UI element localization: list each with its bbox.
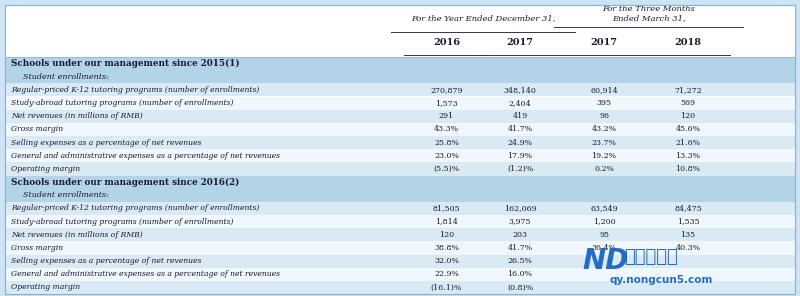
Bar bbox=[5, 215, 795, 228]
Text: General and administrative expenses as a percentage of net revenues: General and administrative expenses as a… bbox=[11, 270, 280, 278]
Text: Regular-priced K-12 tutoring programs (number of enrollments): Regular-priced K-12 tutoring programs (n… bbox=[11, 205, 259, 213]
Text: 96: 96 bbox=[599, 112, 609, 120]
Text: 3,975: 3,975 bbox=[509, 218, 531, 226]
Text: 38.8%: 38.8% bbox=[434, 244, 459, 252]
Text: 25.8%: 25.8% bbox=[434, 139, 459, 147]
Text: 41.7%: 41.7% bbox=[507, 126, 533, 133]
Text: Selling expenses as a percentage of net revenues: Selling expenses as a percentage of net … bbox=[11, 257, 202, 265]
Text: 41.7%: 41.7% bbox=[507, 244, 533, 252]
Text: Schools under our management since 2015(1): Schools under our management since 2015(… bbox=[11, 59, 240, 68]
Bar bbox=[5, 162, 795, 176]
Text: Study-abroad tutoring programs (number of enrollments): Study-abroad tutoring programs (number o… bbox=[11, 218, 234, 226]
Text: 569: 569 bbox=[681, 99, 695, 107]
Bar bbox=[5, 123, 795, 136]
Bar bbox=[5, 202, 795, 215]
Text: 60,914: 60,914 bbox=[590, 86, 618, 94]
Text: Regular-priced K-12 tutoring programs (number of enrollments): Regular-priced K-12 tutoring programs (n… bbox=[11, 86, 259, 94]
Text: 21.6%: 21.6% bbox=[675, 139, 701, 147]
Text: 135: 135 bbox=[681, 231, 695, 239]
Text: 10.8%: 10.8% bbox=[675, 165, 701, 173]
Bar bbox=[5, 83, 795, 96]
Text: 16.0%: 16.0% bbox=[507, 270, 533, 278]
Text: 0.2%: 0.2% bbox=[594, 165, 614, 173]
Text: 2017: 2017 bbox=[506, 38, 534, 47]
Text: qy.nongcun5.com: qy.nongcun5.com bbox=[610, 275, 714, 285]
Text: 43.2%: 43.2% bbox=[591, 126, 617, 133]
Text: 419: 419 bbox=[512, 112, 528, 120]
Text: 23.0%: 23.0% bbox=[434, 152, 459, 160]
Text: 2,404: 2,404 bbox=[509, 99, 531, 107]
Text: 农企新闻网: 农企新闻网 bbox=[624, 248, 678, 266]
Text: 45.6%: 45.6% bbox=[675, 126, 701, 133]
Text: Student enrollments:: Student enrollments: bbox=[23, 73, 109, 81]
Text: Gross margin: Gross margin bbox=[11, 244, 63, 252]
Text: 17.9%: 17.9% bbox=[507, 152, 533, 160]
Text: Operating margin: Operating margin bbox=[11, 165, 80, 173]
Text: (16.1)%: (16.1)% bbox=[430, 283, 462, 292]
Text: Schools under our management since 2016(2): Schools under our management since 2016(… bbox=[11, 178, 239, 187]
Text: 120: 120 bbox=[681, 112, 695, 120]
Text: 40.3%: 40.3% bbox=[675, 244, 701, 252]
Text: Net revenues (in millions of RMB): Net revenues (in millions of RMB) bbox=[11, 112, 142, 120]
Bar bbox=[5, 96, 795, 110]
Text: (0.8)%: (0.8)% bbox=[507, 283, 533, 292]
Text: 24.9%: 24.9% bbox=[507, 139, 533, 147]
Text: (1.2)%: (1.2)% bbox=[507, 165, 533, 173]
Bar bbox=[5, 228, 795, 241]
Text: 84,475: 84,475 bbox=[674, 205, 702, 213]
Text: ND: ND bbox=[582, 247, 628, 275]
Text: General and administrative expenses as a percentage of net revenues: General and administrative expenses as a… bbox=[11, 152, 280, 160]
Text: Selling expenses as a percentage of net revenues: Selling expenses as a percentage of net … bbox=[11, 139, 202, 147]
Text: 43.3%: 43.3% bbox=[434, 126, 459, 133]
Text: 63,549: 63,549 bbox=[590, 205, 618, 213]
Text: 22.9%: 22.9% bbox=[434, 270, 459, 278]
Bar bbox=[5, 5, 795, 57]
Text: For the Year Ended December 31,: For the Year Ended December 31, bbox=[411, 14, 555, 22]
Text: Student enrollments:: Student enrollments: bbox=[23, 191, 109, 199]
Text: Net revenues (in millions of RMB): Net revenues (in millions of RMB) bbox=[11, 231, 142, 239]
Bar bbox=[5, 281, 795, 294]
Text: 1,200: 1,200 bbox=[593, 218, 615, 226]
Bar bbox=[5, 136, 795, 149]
Text: 36.4%: 36.4% bbox=[591, 244, 617, 252]
Text: 120: 120 bbox=[439, 231, 454, 239]
Text: 1,535: 1,535 bbox=[677, 218, 699, 226]
Text: 203: 203 bbox=[513, 231, 527, 239]
Text: 270,879: 270,879 bbox=[430, 86, 462, 94]
Text: (5.5)%: (5.5)% bbox=[434, 165, 459, 173]
Text: 2017: 2017 bbox=[590, 38, 618, 47]
Text: Gross margin: Gross margin bbox=[11, 126, 63, 133]
Text: 291: 291 bbox=[439, 112, 454, 120]
Text: 32.0%: 32.0% bbox=[434, 257, 459, 265]
Text: 1,814: 1,814 bbox=[435, 218, 458, 226]
Bar bbox=[5, 241, 795, 255]
Bar bbox=[5, 57, 795, 70]
Text: 13.3%: 13.3% bbox=[675, 152, 701, 160]
Bar bbox=[5, 176, 795, 189]
Bar bbox=[5, 268, 795, 281]
Text: Operating margin: Operating margin bbox=[11, 283, 80, 292]
Bar bbox=[5, 255, 795, 268]
Text: 23.7%: 23.7% bbox=[591, 139, 617, 147]
Text: 26.5%: 26.5% bbox=[507, 257, 533, 265]
Bar bbox=[5, 149, 795, 162]
Bar bbox=[5, 70, 795, 83]
Text: 395: 395 bbox=[597, 99, 611, 107]
Text: 81,505: 81,505 bbox=[433, 205, 460, 213]
Text: 1,573: 1,573 bbox=[435, 99, 458, 107]
Text: 19.2%: 19.2% bbox=[591, 152, 617, 160]
Text: 162,069: 162,069 bbox=[504, 205, 536, 213]
Text: 2018: 2018 bbox=[674, 38, 702, 47]
Text: For the Three Months
Ended March 31,: For the Three Months Ended March 31, bbox=[602, 5, 695, 22]
Text: 2016: 2016 bbox=[433, 38, 460, 47]
Text: Study-abroad tutoring programs (number of enrollments): Study-abroad tutoring programs (number o… bbox=[11, 99, 234, 107]
Text: 348,140: 348,140 bbox=[503, 86, 537, 94]
Text: 71,272: 71,272 bbox=[674, 86, 702, 94]
Bar bbox=[5, 189, 795, 202]
Bar bbox=[5, 110, 795, 123]
Text: 95: 95 bbox=[599, 231, 609, 239]
